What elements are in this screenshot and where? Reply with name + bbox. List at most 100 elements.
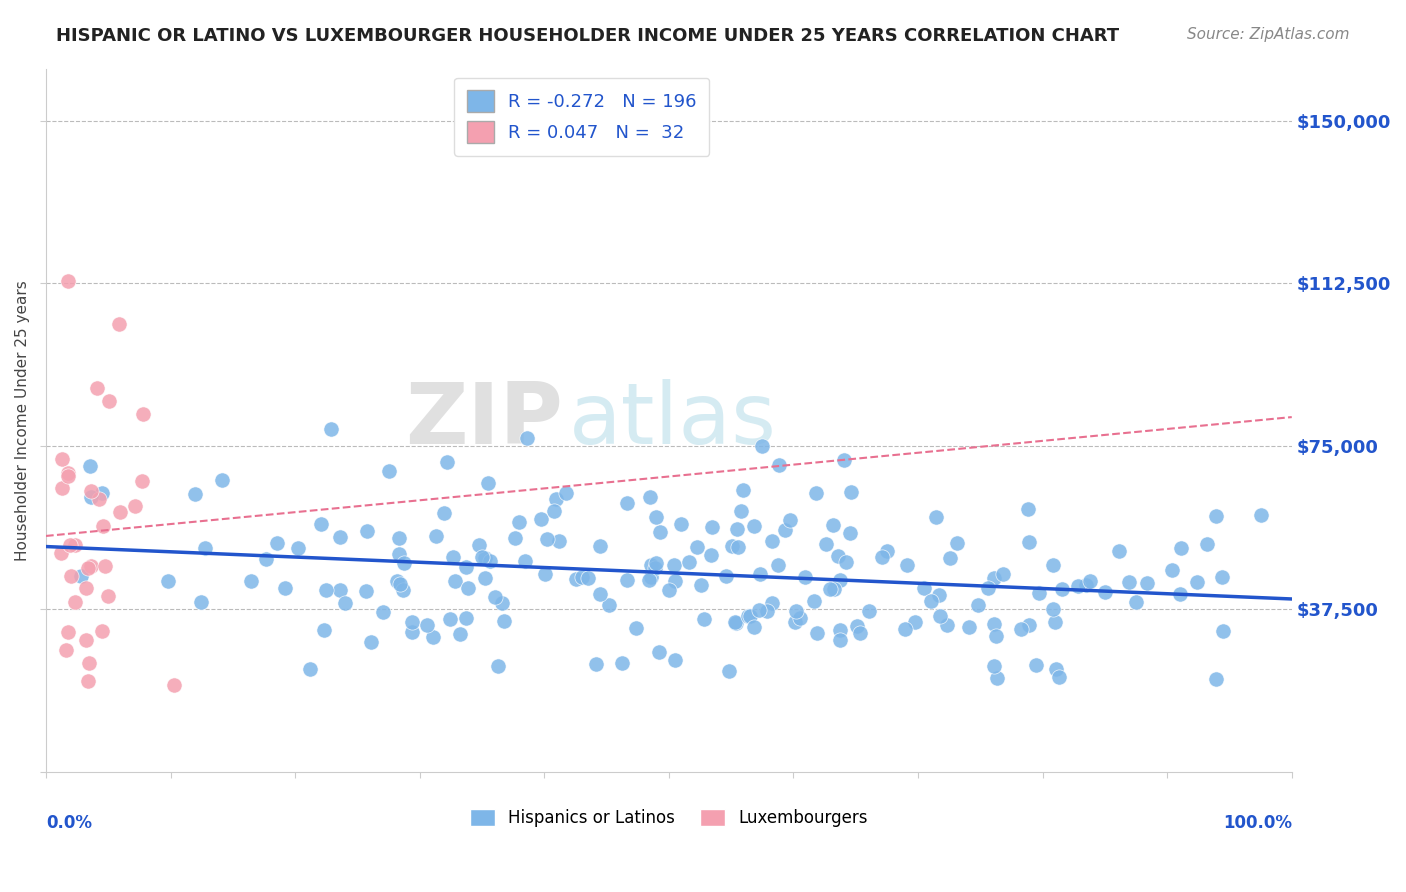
Point xyxy=(335,597,357,611)
Point xyxy=(730,503,752,517)
Point xyxy=(75,581,97,595)
Point xyxy=(748,566,770,581)
Point xyxy=(449,627,471,641)
Point xyxy=(491,596,513,610)
Point xyxy=(1043,615,1066,629)
Point xyxy=(858,604,880,618)
Point xyxy=(356,583,378,598)
Point xyxy=(598,598,620,612)
Point xyxy=(513,554,536,568)
Point xyxy=(479,553,502,567)
Point xyxy=(1108,544,1130,558)
Text: ZIP: ZIP xyxy=(405,379,562,462)
Point xyxy=(1205,508,1227,523)
Point xyxy=(718,664,741,678)
Point xyxy=(925,510,948,524)
Point xyxy=(761,596,783,610)
Point xyxy=(377,464,399,478)
Text: 0.0%: 0.0% xyxy=(46,814,91,832)
Point xyxy=(77,561,100,575)
Point xyxy=(610,656,633,670)
Point xyxy=(90,485,112,500)
Point xyxy=(846,619,869,633)
Point xyxy=(783,615,806,629)
Point xyxy=(544,492,567,507)
Point xyxy=(700,549,723,563)
Point xyxy=(1067,579,1090,593)
Point xyxy=(79,559,101,574)
Point xyxy=(664,558,686,573)
Point xyxy=(724,615,747,629)
Point xyxy=(439,612,461,626)
Point xyxy=(51,481,73,495)
Point xyxy=(56,274,79,288)
Point xyxy=(1018,535,1040,549)
Point xyxy=(1250,508,1272,523)
Point xyxy=(124,499,146,513)
Point xyxy=(108,505,131,519)
Point xyxy=(896,558,918,572)
Point xyxy=(132,407,155,421)
Point xyxy=(91,519,114,533)
Text: HISPANIC OR LATINO VS LUXEMBOURGER HOUSEHOLDER INCOME UNDER 25 YEARS CORRELATION: HISPANIC OR LATINO VS LUXEMBOURGER HOUSE… xyxy=(56,27,1119,45)
Point xyxy=(748,603,770,617)
Point xyxy=(516,431,538,445)
Point xyxy=(356,524,378,538)
Point xyxy=(589,587,612,601)
Point xyxy=(387,547,409,561)
Point xyxy=(912,581,935,595)
Point xyxy=(266,536,288,550)
Point xyxy=(827,549,849,563)
Point xyxy=(240,574,263,588)
Point xyxy=(702,520,724,534)
Point xyxy=(471,549,494,564)
Point xyxy=(648,644,671,658)
Y-axis label: Householder Income Under 25 years: Householder Income Under 25 years xyxy=(15,280,30,561)
Point xyxy=(1018,617,1040,632)
Point xyxy=(645,510,668,524)
Point xyxy=(564,572,586,586)
Point xyxy=(585,657,607,671)
Point xyxy=(678,556,700,570)
Point xyxy=(163,678,186,692)
Point xyxy=(823,582,845,597)
Point xyxy=(806,626,828,640)
Point xyxy=(983,617,1005,632)
Point xyxy=(648,524,671,539)
Point xyxy=(986,629,1008,643)
Point xyxy=(779,513,801,527)
Point xyxy=(967,598,990,612)
Point xyxy=(1195,537,1218,551)
Point xyxy=(298,661,321,675)
Point xyxy=(319,422,342,436)
Point xyxy=(1028,586,1050,600)
Point xyxy=(329,530,352,544)
Point xyxy=(991,566,1014,581)
Point xyxy=(156,574,179,589)
Point xyxy=(444,574,467,588)
Point xyxy=(360,635,382,649)
Point xyxy=(626,621,648,635)
Point xyxy=(273,582,295,596)
Point xyxy=(425,529,447,543)
Point xyxy=(97,393,120,408)
Point xyxy=(312,624,335,638)
Point xyxy=(59,569,82,583)
Point xyxy=(872,549,894,564)
Point xyxy=(401,625,423,640)
Point xyxy=(385,574,408,588)
Point xyxy=(714,569,737,583)
Point xyxy=(793,570,815,584)
Point xyxy=(1212,624,1234,638)
Text: 100.0%: 100.0% xyxy=(1223,814,1292,832)
Point xyxy=(766,558,789,572)
Point xyxy=(848,626,870,640)
Point xyxy=(477,475,499,490)
Point xyxy=(637,573,659,587)
Point xyxy=(804,486,827,500)
Point xyxy=(1050,582,1073,596)
Point xyxy=(392,582,415,597)
Point xyxy=(640,570,662,584)
Point xyxy=(87,492,110,507)
Point xyxy=(742,518,765,533)
